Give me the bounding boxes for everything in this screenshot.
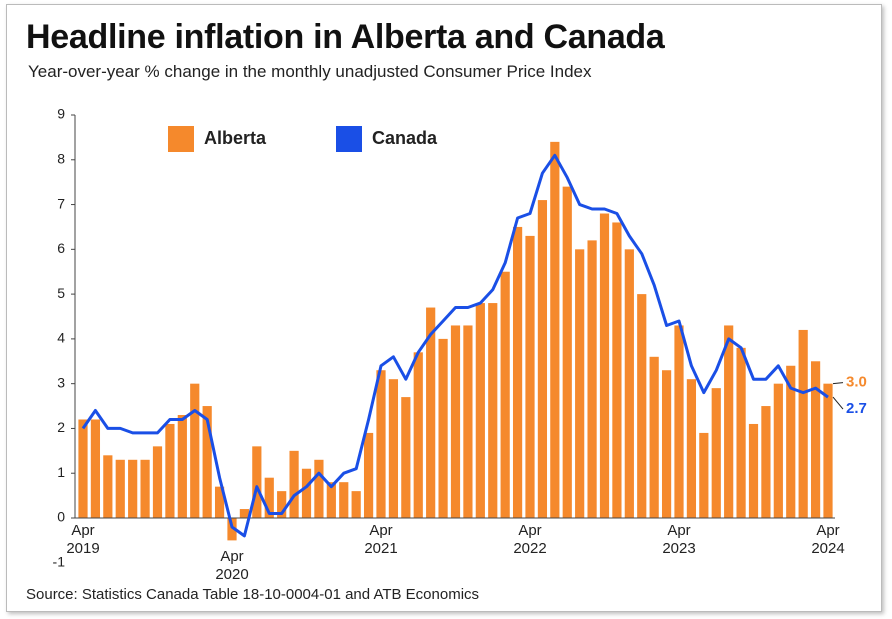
bar bbox=[426, 307, 436, 518]
value-label: 2.7 bbox=[846, 400, 867, 417]
bar bbox=[165, 423, 175, 518]
bar bbox=[661, 370, 672, 518]
bar bbox=[363, 432, 374, 518]
bar bbox=[128, 459, 138, 518]
bar bbox=[711, 388, 721, 518]
bar bbox=[525, 235, 535, 518]
y-tick-label: 6 bbox=[57, 240, 65, 256]
bar bbox=[115, 459, 125, 518]
bar bbox=[463, 325, 473, 518]
bar bbox=[575, 249, 585, 519]
bar bbox=[190, 383, 200, 518]
bar bbox=[649, 356, 659, 518]
bar bbox=[562, 186, 572, 518]
label-arrow bbox=[832, 382, 844, 385]
bar bbox=[401, 397, 411, 518]
bar bbox=[488, 303, 498, 518]
bar bbox=[339, 482, 349, 518]
bar bbox=[227, 518, 237, 541]
bar bbox=[724, 325, 734, 518]
bar bbox=[388, 379, 399, 518]
bar bbox=[761, 406, 771, 518]
y-tick-label: -1 bbox=[53, 553, 66, 569]
bar bbox=[624, 249, 634, 519]
bar bbox=[736, 347, 746, 518]
y-tick-label: 5 bbox=[57, 285, 65, 301]
bar bbox=[786, 365, 796, 518]
y-tick-label: 1 bbox=[57, 464, 65, 480]
bar bbox=[351, 491, 361, 518]
label-arrow bbox=[832, 396, 844, 410]
chart-title: Headline inflation in Alberta and Canada bbox=[26, 18, 665, 56]
bar bbox=[773, 383, 783, 518]
bar bbox=[500, 271, 510, 518]
bar bbox=[475, 303, 485, 518]
bar bbox=[252, 446, 262, 518]
bar bbox=[674, 325, 684, 518]
legend-label: Alberta bbox=[204, 128, 267, 148]
legend-swatch bbox=[336, 126, 363, 152]
bar bbox=[798, 329, 808, 518]
bar bbox=[376, 370, 386, 518]
bar bbox=[438, 338, 448, 518]
line bbox=[81, 153, 829, 538]
x-tick-label: Apr 2024 bbox=[811, 522, 845, 557]
bar bbox=[686, 379, 697, 518]
bar bbox=[90, 419, 101, 518]
bar bbox=[537, 200, 548, 519]
bar bbox=[239, 509, 250, 518]
bar bbox=[450, 325, 461, 518]
bar bbox=[326, 482, 336, 518]
x-tick-label: Apr 2021 bbox=[364, 522, 398, 557]
bar bbox=[214, 486, 225, 518]
bar bbox=[587, 240, 597, 518]
bar bbox=[264, 477, 274, 518]
bar bbox=[413, 352, 423, 518]
bar bbox=[177, 415, 187, 518]
bar bbox=[748, 423, 759, 518]
bar bbox=[637, 294, 647, 518]
bar bbox=[277, 491, 287, 518]
bar bbox=[202, 406, 212, 518]
bar bbox=[699, 432, 709, 518]
chart-subtitle: Year-over-year % change in the monthly u… bbox=[28, 62, 592, 81]
bar bbox=[78, 419, 88, 518]
y-tick-label: 9 bbox=[57, 106, 65, 122]
legend-swatch bbox=[168, 126, 194, 152]
value-label: 3.0 bbox=[846, 374, 867, 391]
bar bbox=[314, 459, 324, 518]
y-tick-label: 3 bbox=[57, 374, 65, 390]
bar bbox=[823, 383, 833, 518]
bar bbox=[550, 141, 560, 518]
bar bbox=[103, 455, 113, 518]
y-tick-label: 0 bbox=[57, 509, 65, 525]
legend-label: Canada bbox=[372, 128, 438, 148]
bar bbox=[512, 226, 523, 518]
y-tick-label: 2 bbox=[57, 419, 65, 435]
bar bbox=[810, 361, 821, 518]
x-tick-label: Apr 2020 bbox=[215, 548, 249, 583]
bar bbox=[599, 213, 610, 518]
bar bbox=[301, 468, 312, 518]
x-tick-label: Apr 2019 bbox=[66, 522, 100, 557]
y-tick-label: 4 bbox=[57, 330, 65, 346]
bar bbox=[140, 459, 150, 518]
y-tick-label: 8 bbox=[57, 150, 65, 166]
bar bbox=[289, 450, 299, 518]
source-note: Source: Statistics Canada Table 18-10-00… bbox=[26, 586, 480, 603]
x-tick-label: Apr 2023 bbox=[662, 522, 696, 557]
y-tick-label: 7 bbox=[57, 195, 65, 211]
bar bbox=[152, 446, 163, 518]
x-tick-label: Apr 2022 bbox=[513, 522, 547, 557]
bar bbox=[612, 222, 622, 518]
